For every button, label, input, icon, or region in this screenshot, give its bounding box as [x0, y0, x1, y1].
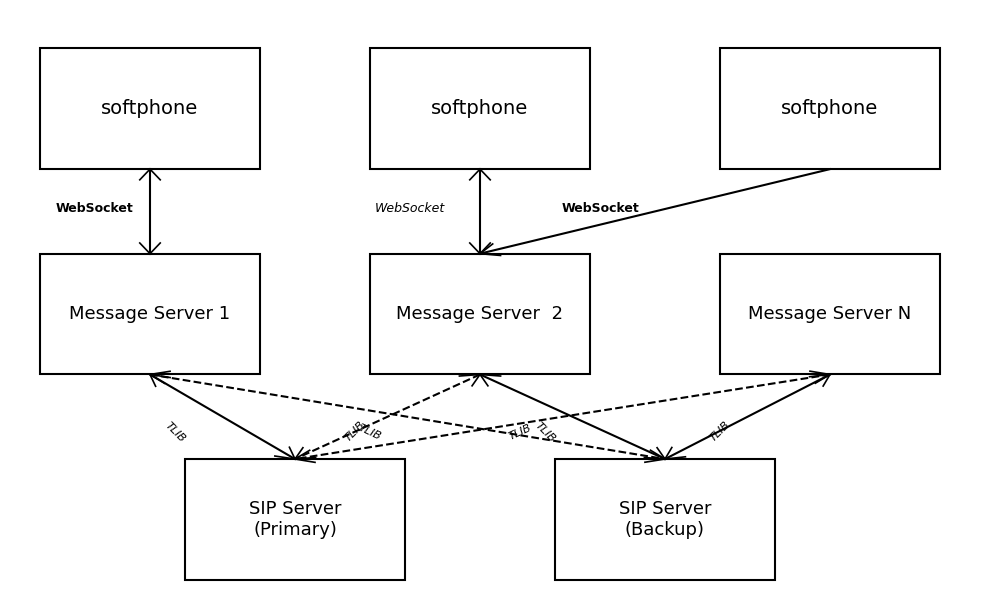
Text: WebSocket: WebSocket [561, 202, 639, 215]
Text: WebSocket: WebSocket [375, 202, 445, 215]
Text: TLIB: TLIB [357, 422, 383, 442]
FancyBboxPatch shape [40, 254, 260, 374]
FancyBboxPatch shape [370, 254, 590, 374]
FancyBboxPatch shape [555, 459, 775, 580]
FancyBboxPatch shape [185, 459, 405, 580]
Text: WebSocket: WebSocket [56, 202, 134, 215]
FancyBboxPatch shape [720, 48, 940, 169]
Text: Message Server  2: Message Server 2 [396, 305, 564, 323]
Text: TLIB: TLIB [708, 420, 732, 444]
Text: TLIB: TLIB [507, 422, 533, 442]
FancyBboxPatch shape [720, 254, 940, 374]
Text: Message Server N: Message Server N [748, 305, 912, 323]
Text: Message Server 1: Message Server 1 [69, 305, 231, 323]
Text: SIP Server
(Backup): SIP Server (Backup) [619, 500, 711, 539]
Text: softphone: softphone [431, 99, 529, 118]
FancyBboxPatch shape [40, 48, 260, 169]
Text: softphone: softphone [781, 99, 879, 118]
Text: TLIB: TLIB [163, 420, 187, 444]
Text: SIP Server
(Primary): SIP Server (Primary) [249, 500, 341, 539]
Text: softphone: softphone [101, 99, 199, 118]
Text: TLIB: TLIB [533, 420, 557, 444]
Text: TLIB: TLIB [343, 420, 367, 444]
FancyBboxPatch shape [370, 48, 590, 169]
